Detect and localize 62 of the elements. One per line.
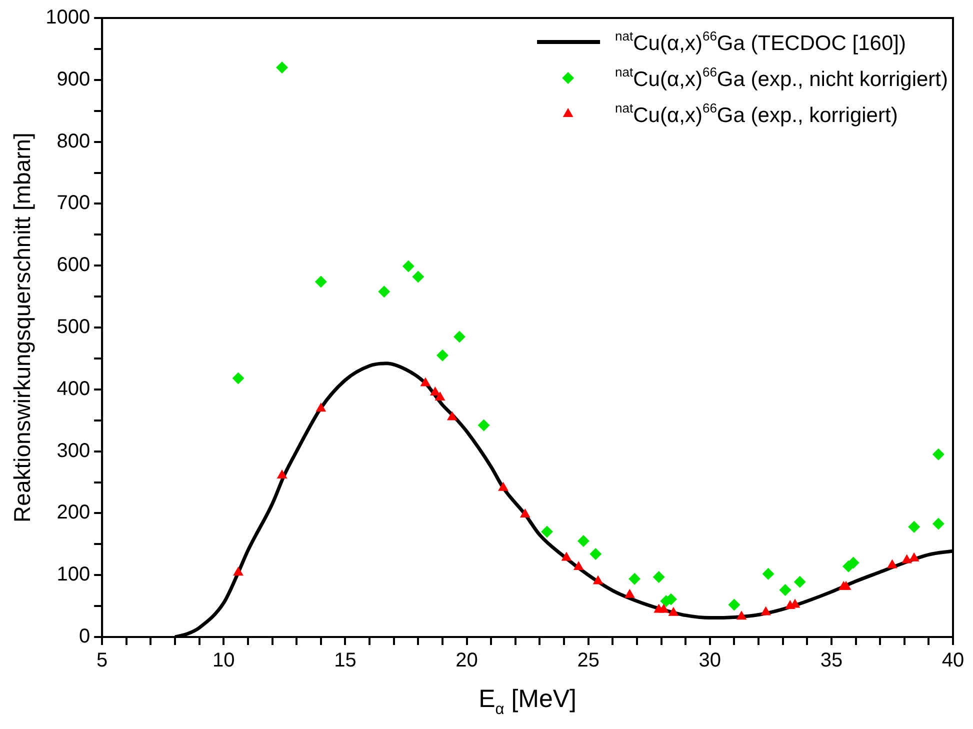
point xyxy=(232,372,244,384)
point xyxy=(520,508,530,518)
point xyxy=(453,330,466,343)
point xyxy=(436,349,448,362)
point xyxy=(908,552,920,562)
point xyxy=(932,518,944,530)
point xyxy=(779,584,792,596)
point xyxy=(887,559,898,568)
y-tick-label: 200 xyxy=(56,502,90,524)
point xyxy=(233,566,244,576)
point xyxy=(430,386,440,396)
y-tick-label: 0 xyxy=(78,626,90,648)
point xyxy=(728,598,740,611)
point xyxy=(794,576,806,588)
point xyxy=(736,610,747,620)
point xyxy=(652,570,665,583)
point xyxy=(314,276,327,288)
point xyxy=(762,568,774,580)
y-axis-title: Reaktionswirkungsquerschnitt [mbarn] xyxy=(9,132,36,522)
point xyxy=(668,606,679,616)
y-tick-label: 900 xyxy=(56,68,90,90)
point xyxy=(624,588,635,598)
point xyxy=(592,575,604,584)
x-tick-label: 35 xyxy=(820,650,843,672)
point xyxy=(316,402,326,412)
x-tick-label: 10 xyxy=(212,650,235,672)
x-tick-label: 25 xyxy=(577,650,600,672)
point xyxy=(628,572,641,585)
point xyxy=(540,526,553,538)
point xyxy=(573,561,584,570)
point xyxy=(498,482,508,491)
point xyxy=(434,391,446,400)
y-tick-label: 300 xyxy=(56,440,90,462)
y-tick-label: 700 xyxy=(56,192,90,214)
y-tick-label: 500 xyxy=(56,316,90,338)
x-tick-label: 40 xyxy=(942,650,964,672)
x-tick-label: 20 xyxy=(456,650,478,672)
y-tick-label: 100 xyxy=(56,564,90,586)
x-tick-label: 5 xyxy=(96,650,108,672)
x-tick-label: 15 xyxy=(334,650,356,672)
point xyxy=(561,552,572,561)
point xyxy=(760,606,771,616)
point xyxy=(658,604,669,613)
point xyxy=(378,286,390,298)
point xyxy=(590,548,602,560)
y-tick-label: 600 xyxy=(56,254,90,276)
point xyxy=(932,448,944,460)
point xyxy=(446,411,458,420)
y-tick-label: 800 xyxy=(56,130,90,152)
point xyxy=(402,260,414,272)
point xyxy=(412,270,424,283)
point xyxy=(840,580,852,590)
point xyxy=(478,419,490,432)
y-tick-label: 400 xyxy=(56,378,90,400)
y-tick-label: 1000 xyxy=(46,6,90,29)
point xyxy=(908,520,920,533)
point xyxy=(902,554,912,564)
point xyxy=(276,469,288,478)
point xyxy=(577,535,590,548)
point xyxy=(276,62,288,74)
x-tick-label: 30 xyxy=(698,650,722,672)
point xyxy=(420,377,431,386)
